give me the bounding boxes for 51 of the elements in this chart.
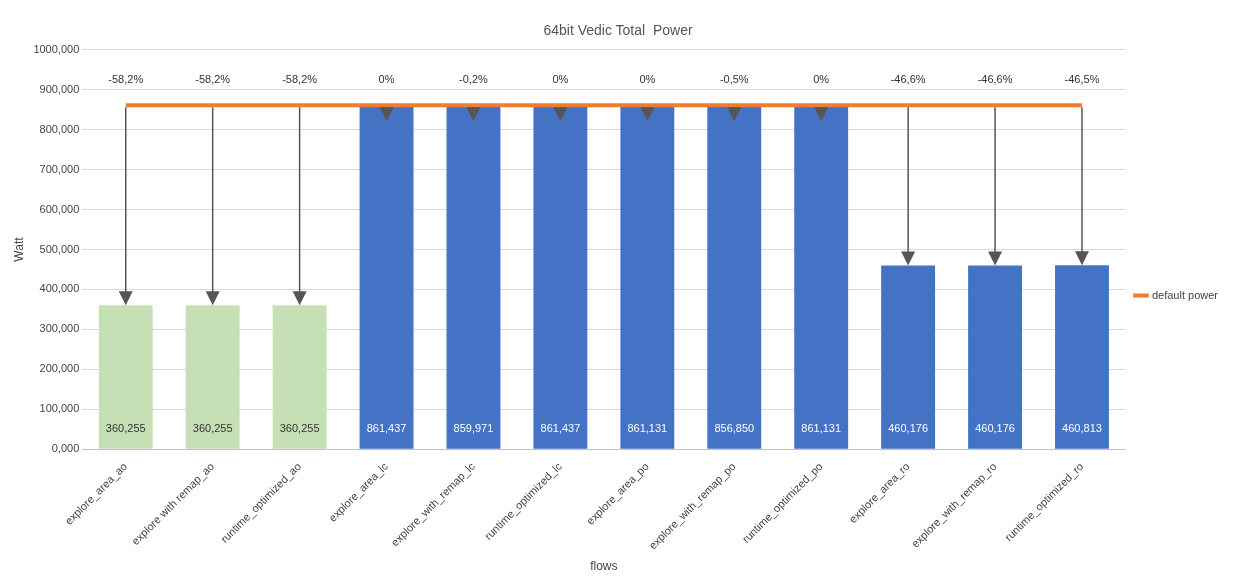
bar: [968, 265, 1023, 449]
data-label: 360,255: [279, 422, 320, 435]
data-label: 360,255: [192, 422, 233, 435]
bar: [446, 105, 501, 449]
y-tick-label: 400,000: [39, 282, 80, 295]
y-tick-label: 900,000: [39, 82, 80, 95]
bar: [794, 105, 849, 449]
bar: [98, 305, 153, 449]
bar: [1055, 265, 1109, 449]
annotation: -58,2%: [108, 72, 144, 85]
data-label: 861,437: [366, 422, 407, 435]
bar: [881, 265, 936, 449]
annotation: 0%: [552, 72, 569, 85]
annotation: -46,6%: [890, 72, 926, 85]
bar: [533, 105, 588, 449]
y-tick-label: 200,000: [39, 362, 80, 375]
bar: [359, 105, 414, 449]
annotation: -58,2%: [282, 72, 318, 85]
data-label: 861,131: [801, 422, 842, 435]
annotation: -46,6%: [977, 72, 1013, 85]
bar: [707, 106, 762, 449]
annotation: -0,2%: [459, 72, 489, 85]
annotation: -58,2%: [195, 72, 231, 85]
data-label: 861,437: [540, 422, 581, 435]
y-tick-label: 700,000: [39, 162, 80, 175]
y-tick-label: 100,000: [39, 402, 80, 415]
bar: [272, 305, 327, 449]
y-tick-label: 600,000: [39, 202, 80, 215]
annotation: 0%: [639, 72, 656, 85]
data-label: 360,255: [105, 422, 146, 435]
y-tick-label: 800,000: [39, 122, 80, 135]
chart-title: 64bit Vedic Total Power: [543, 22, 693, 39]
y-tick-label: 300,000: [39, 322, 80, 335]
data-label: 861,131: [627, 422, 668, 435]
bar: [185, 305, 240, 449]
annotation: 0%: [378, 72, 395, 85]
data-label: 460,176: [975, 422, 1015, 435]
annotation: -46,5%: [1064, 72, 1100, 85]
annotation: 0%: [813, 72, 830, 85]
y-axis-title: Watt: [11, 236, 26, 262]
annotation: -0,5%: [719, 72, 749, 85]
y-tick-label: 500,000: [39, 242, 80, 255]
y-tick-label: 1000,000: [33, 42, 80, 55]
data-label: 460,176: [888, 422, 929, 435]
bar: [620, 105, 675, 449]
data-label: 859,971: [453, 422, 494, 435]
y-tick-label: 0,000: [51, 442, 80, 455]
data-label: 856,850: [714, 422, 755, 435]
legend-label: default power: [1151, 288, 1219, 301]
data-label: 460,813: [1062, 422, 1102, 435]
x-axis-title: flows: [590, 559, 618, 574]
